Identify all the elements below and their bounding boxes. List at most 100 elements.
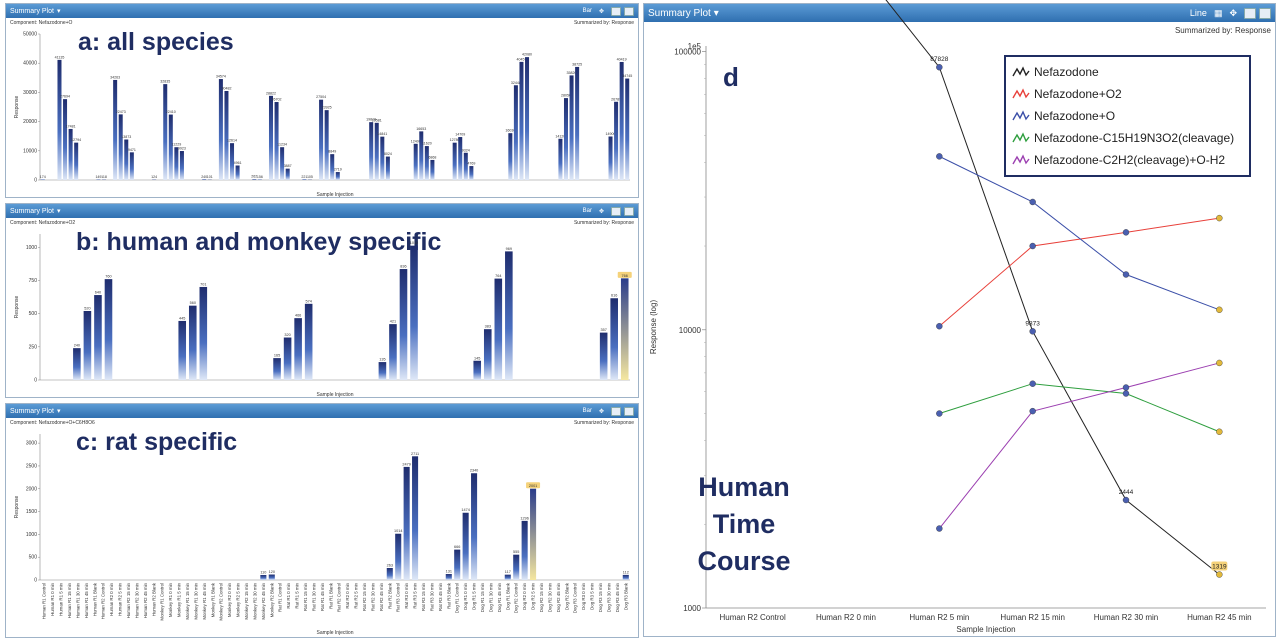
move-icon[interactable]: ✥ [598, 8, 604, 15]
bar[interactable] [294, 318, 302, 380]
restore-button[interactable] [611, 206, 621, 216]
panel-d-title[interactable]: Summary Plot ▾ [648, 8, 719, 19]
bar[interactable] [614, 101, 619, 180]
close-button[interactable] [624, 206, 634, 216]
legend-item[interactable]: Nefazodone+O2 [1012, 83, 1243, 105]
legend-item[interactable]: Nefazodone [1012, 61, 1243, 83]
bar[interactable] [57, 59, 62, 180]
data-point[interactable] [1216, 571, 1223, 578]
plot-type-select[interactable]: Bar [582, 8, 592, 14]
bar[interactable] [302, 179, 307, 180]
bar[interactable] [619, 61, 624, 181]
bar[interactable] [412, 456, 419, 580]
bar[interactable] [419, 131, 424, 180]
data-point[interactable] [1122, 229, 1130, 236]
data-point[interactable] [1029, 407, 1036, 415]
move-icon[interactable]: ✥ [1229, 7, 1237, 18]
bar[interactable] [179, 151, 184, 180]
bar[interactable] [252, 179, 257, 180]
plot-type-select[interactable]: Bar [582, 208, 592, 214]
data-point[interactable] [1122, 390, 1130, 397]
bar[interactable] [378, 362, 387, 380]
bar[interactable] [168, 114, 173, 180]
bar[interactable] [504, 574, 511, 580]
bar[interactable] [403, 466, 410, 580]
plot-type-select[interactable]: Bar [582, 408, 592, 414]
bar[interactable] [218, 79, 223, 180]
panel-c-title[interactable]: Summary Plot ▾ [10, 407, 60, 416]
legend-item[interactable]: Nefazodone-C15H19N3O2(cleavage) [1012, 127, 1243, 149]
bar[interactable] [622, 574, 629, 580]
bar[interactable] [389, 324, 397, 380]
bar[interactable] [260, 574, 267, 580]
bar[interactable] [73, 348, 81, 380]
data-point[interactable] [936, 525, 943, 532]
bar[interactable] [94, 295, 102, 380]
plot-type-select[interactable]: Line [1189, 8, 1207, 18]
bar[interactable] [235, 165, 240, 180]
bar[interactable] [563, 98, 568, 180]
bar[interactable] [424, 146, 429, 180]
bar[interactable] [569, 75, 574, 180]
close-button[interactable] [624, 6, 634, 16]
restore-button[interactable] [611, 6, 621, 16]
bar[interactable] [452, 142, 457, 180]
data-point[interactable] [1216, 306, 1223, 313]
bar[interactable] [124, 139, 129, 180]
bar[interactable] [268, 95, 273, 180]
bar[interactable] [202, 179, 207, 180]
bar[interactable] [430, 159, 435, 180]
bar[interactable] [280, 147, 285, 180]
bar[interactable] [519, 61, 524, 181]
close-button[interactable] [1259, 7, 1271, 19]
bar[interactable] [494, 278, 503, 380]
close-button[interactable] [624, 406, 634, 416]
bar[interactable] [369, 122, 374, 180]
data-point[interactable] [1122, 384, 1130, 391]
bar[interactable] [558, 138, 563, 180]
bar[interactable] [319, 99, 324, 180]
bar[interactable] [113, 79, 118, 180]
panel-b-title[interactable]: Summary Plot ▾ [10, 207, 60, 216]
bar[interactable] [454, 549, 461, 580]
bar[interactable] [513, 554, 520, 580]
bar[interactable] [505, 251, 513, 380]
bar[interactable] [530, 488, 537, 580]
legend-item[interactable]: Nefazodone-C2H2(cleavage)+O-H2 [1012, 149, 1243, 171]
bar[interactable] [230, 143, 235, 180]
bar[interactable] [74, 142, 79, 180]
bar[interactable] [274, 102, 279, 180]
data-point[interactable] [936, 153, 943, 160]
bar[interactable] [395, 533, 402, 580]
bar[interactable] [463, 152, 468, 180]
data-point[interactable] [1029, 380, 1036, 387]
data-point[interactable] [936, 64, 943, 71]
bar[interactable] [458, 137, 463, 180]
bar[interactable] [610, 298, 618, 380]
bar[interactable] [483, 329, 492, 380]
bar[interactable] [304, 303, 313, 380]
bar[interactable] [40, 179, 45, 180]
restore-button[interactable] [611, 406, 621, 416]
bar[interactable] [283, 337, 292, 380]
data-point[interactable] [1029, 328, 1036, 335]
export-icon[interactable]: ▦ [1213, 7, 1223, 18]
bar[interactable] [525, 57, 530, 180]
data-point[interactable] [1122, 496, 1130, 504]
bar[interactable] [188, 305, 197, 380]
bar[interactable] [386, 568, 393, 580]
panel-a-title[interactable]: Summary Plot ▾ [10, 7, 60, 16]
data-point[interactable] [936, 323, 943, 330]
bar[interactable] [513, 85, 518, 180]
bar[interactable] [469, 166, 474, 180]
bar[interactable] [620, 278, 629, 380]
restore-button[interactable] [1244, 7, 1256, 19]
bar[interactable] [473, 360, 482, 380]
bar[interactable] [521, 520, 528, 580]
bar[interactable] [625, 78, 630, 180]
bar[interactable] [83, 310, 92, 380]
data-point[interactable] [1216, 359, 1223, 367]
bar[interactable] [273, 358, 281, 380]
bar[interactable] [129, 152, 134, 180]
bar[interactable] [399, 269, 408, 380]
